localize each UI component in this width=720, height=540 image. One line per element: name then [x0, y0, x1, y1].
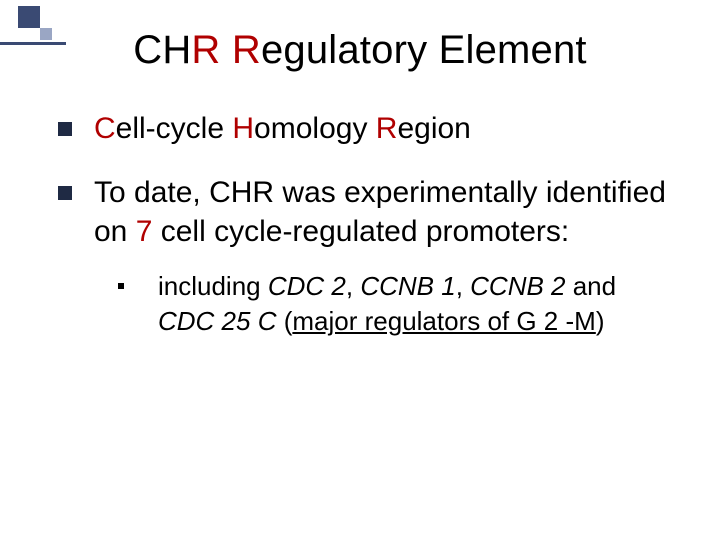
- sub-prefix: including: [158, 271, 268, 301]
- title-part-1b: R: [191, 28, 220, 72]
- bullet-square-icon: [58, 122, 72, 136]
- sub-bullet: including CDC 2, CCNB 1, CCNB 2 and CDC …: [118, 269, 670, 339]
- sub-gene-1: CCNB 1: [360, 271, 455, 301]
- slide-title: CHR Regulatory Element: [0, 28, 720, 73]
- title-part-3a: R: [232, 28, 261, 72]
- bullet-2-run-1: 7: [136, 215, 153, 248]
- spacer: [58, 148, 670, 174]
- sub-bullet-dot-icon: [118, 283, 124, 289]
- sub-gene-0: CDC 2: [268, 271, 346, 301]
- content-area: Cell-cycle Homology Region To date, CHR …: [58, 110, 670, 339]
- sub-gene-3-sep: (: [276, 306, 292, 336]
- bullet-1-run-2: H: [232, 112, 254, 145]
- title-part-2: [221, 28, 232, 72]
- bullet-1-run-3: omology: [254, 112, 376, 145]
- bullet-2-run-2: cell cycle-regulated promoters:: [152, 215, 569, 248]
- sub-gene-0-sep: ,: [346, 271, 360, 301]
- sub-gene-3: CDC 25 C: [158, 306, 276, 336]
- deco-big-square: [18, 6, 40, 28]
- slide: CHR Regulatory Element Cell-cycle Homolo…: [0, 0, 720, 540]
- bullet-1-run-4: R: [376, 112, 398, 145]
- sub-bullet-text: including CDC 2, CCNB 1, CCNB 2 and CDC …: [158, 269, 670, 339]
- sub-gene-2: CCNB 2: [470, 271, 565, 301]
- bullet-1-run-5: egion: [397, 112, 470, 145]
- bullet-1: Cell-cycle Homology Region: [58, 110, 670, 148]
- bullet-1-run-1: ell-cycle: [116, 112, 233, 145]
- sub-gene-1-sep: ,: [456, 271, 470, 301]
- sub-suffix-underlined: major regulators of G 2 -M: [292, 306, 595, 336]
- sub-gene-2-sep: and: [566, 271, 617, 301]
- title-part-1a: CH: [133, 28, 191, 72]
- bullet-1-run-0: C: [94, 112, 116, 145]
- bullet-2-text: To date, CHR was experimentally identifi…: [94, 174, 670, 251]
- sub-closing: ): [596, 306, 605, 336]
- bullet-1-text: Cell-cycle Homology Region: [94, 110, 471, 148]
- bullet-2: To date, CHR was experimentally identifi…: [58, 174, 670, 251]
- bullet-square-icon: [58, 186, 72, 200]
- title-part-3b: egulatory Element: [261, 28, 587, 72]
